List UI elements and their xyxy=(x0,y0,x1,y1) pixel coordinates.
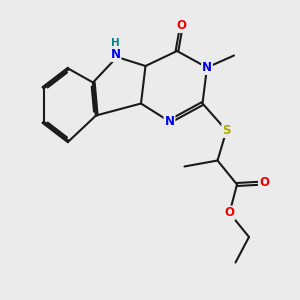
Text: H: H xyxy=(111,38,120,48)
Text: O: O xyxy=(176,19,187,32)
Text: S: S xyxy=(222,124,231,137)
Text: N: N xyxy=(202,61,212,74)
Text: N: N xyxy=(110,48,121,61)
Text: O: O xyxy=(224,206,235,220)
Text: N: N xyxy=(164,115,175,128)
Text: O: O xyxy=(259,176,269,190)
